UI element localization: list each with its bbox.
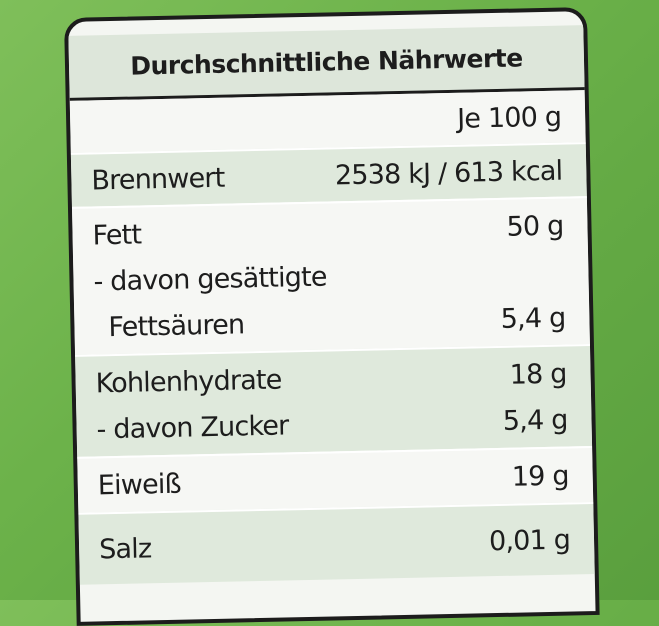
row-value: 18 g bbox=[509, 358, 567, 391]
row-value: 19 g bbox=[511, 460, 570, 493]
row-value: 0,01 g bbox=[488, 524, 571, 557]
row-label: Fett bbox=[92, 218, 142, 251]
row-kohlenhydrate: Kohlenhydrate 18 g - davon Zucker 5,4 g bbox=[75, 344, 593, 457]
row-salz: Salz 0,01 g bbox=[78, 502, 595, 585]
row-label: Salz bbox=[98, 532, 152, 565]
row-value: 5,4 g bbox=[500, 302, 566, 335]
row-label: - davon gesättigte bbox=[93, 261, 327, 297]
row-value: 2538 kJ / 613 kcal bbox=[334, 155, 563, 191]
row-label: Brennwert bbox=[91, 162, 225, 196]
nutrition-label: Durchschnittliche Nährwerte Je 100 g Bre… bbox=[64, 7, 600, 626]
row-label: Eiweiß bbox=[97, 468, 182, 501]
row-label: Fettsäuren bbox=[108, 308, 245, 343]
column-header: Je 100 g bbox=[456, 101, 562, 135]
row-label: - davon Zucker bbox=[96, 409, 289, 445]
row-fett: Fett 50 g - davon gesättigte Fettsäuren 5,… bbox=[71, 196, 590, 355]
row-label: Kohlenhydrate bbox=[95, 364, 282, 399]
row-value: 5,4 g bbox=[502, 404, 568, 437]
row-value: 50 g bbox=[506, 210, 564, 243]
label-title: Durchschnittliche Nährwerte bbox=[68, 25, 585, 101]
